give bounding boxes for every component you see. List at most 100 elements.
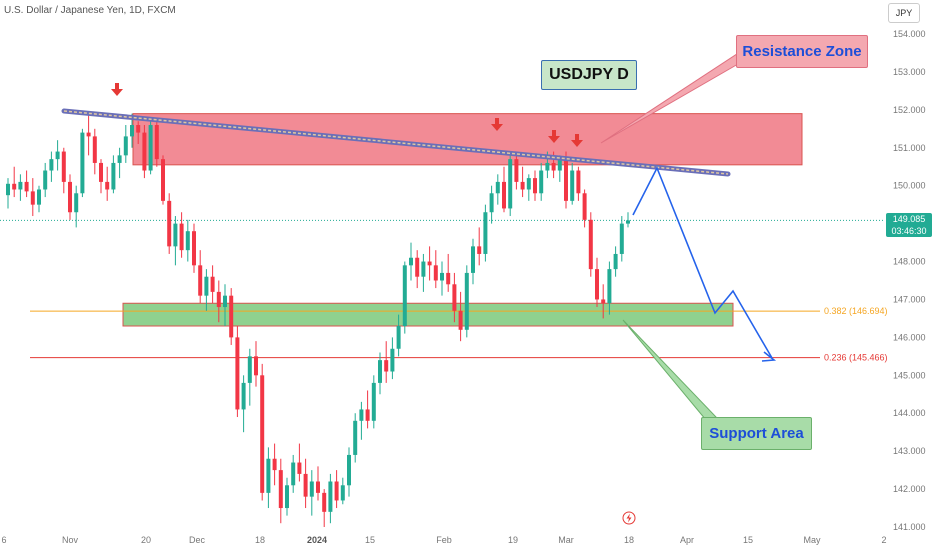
chart-header-title: U.S. Dollar / Japanese Yen, 1D, FXCM [4, 5, 176, 16]
candle [229, 288, 234, 345]
candle [80, 128, 85, 198]
candle [247, 348, 252, 406]
fib-level-label: 0.382 (146.694) [824, 306, 888, 316]
candle [185, 219, 190, 262]
down-arrow-marker [111, 83, 123, 96]
candle [309, 470, 314, 516]
candle [508, 151, 513, 217]
candle [167, 193, 172, 254]
candle [489, 185, 494, 224]
candles-layer [6, 113, 630, 527]
candle-body [291, 462, 296, 486]
x-tick-label: 15 [365, 535, 375, 545]
candle [588, 212, 593, 277]
candle-body [86, 132, 91, 137]
candle-body [241, 382, 246, 410]
candle-body [347, 454, 351, 486]
bar-countdown: 03:46:30 [891, 226, 927, 236]
candle [446, 253, 451, 292]
candle-body [384, 360, 389, 372]
candle-body [105, 181, 110, 190]
y-tick-label: 146.000 [893, 332, 926, 342]
candle-body [502, 181, 506, 209]
y-tick-label: 153.000 [893, 67, 926, 77]
candle-body [415, 257, 420, 277]
candle [173, 216, 178, 266]
down-arrow-marker [571, 134, 583, 147]
candle-body [18, 181, 23, 190]
lightning-icon[interactable] [622, 511, 636, 530]
candle-body [508, 159, 513, 209]
candle-body [12, 183, 17, 190]
candle [359, 401, 364, 440]
candle-body [55, 151, 60, 160]
candle [179, 212, 184, 258]
candle-body [61, 151, 66, 182]
candle [12, 166, 17, 198]
candle-body [464, 272, 469, 330]
candle [452, 272, 457, 323]
candle [254, 341, 258, 387]
candle [402, 261, 407, 334]
candle [235, 326, 240, 418]
candle-body [30, 191, 35, 205]
candle-body [198, 265, 203, 296]
overlays-layer [61, 51, 777, 421]
candle-body [37, 189, 41, 205]
candle [396, 314, 401, 357]
candle [99, 159, 103, 194]
candle-body [316, 481, 320, 493]
candle-body [148, 125, 153, 171]
candle-body [111, 162, 116, 190]
y-tick-label: 141.000 [893, 522, 926, 532]
y-tick-label: 144.000 [893, 408, 926, 418]
candle-body [334, 481, 339, 501]
y-tick-label: 145.000 [893, 370, 926, 380]
candle-body [247, 356, 252, 383]
candle [61, 147, 66, 194]
candle [24, 170, 29, 198]
currency-button[interactable]: JPY [888, 3, 920, 23]
candle-body [278, 470, 283, 509]
down-arrow-marker [548, 130, 560, 143]
candle-body [136, 125, 141, 133]
candle-body [452, 284, 457, 311]
candle-body [161, 159, 165, 201]
candle [148, 117, 153, 175]
candle [334, 470, 339, 509]
candle [161, 155, 165, 205]
candle-body [576, 170, 581, 194]
candle-body [557, 159, 562, 171]
candle [49, 151, 54, 182]
candle [464, 265, 469, 338]
candle [520, 166, 525, 198]
candle-body [68, 181, 72, 213]
candle [347, 447, 351, 497]
candle-body [365, 409, 370, 421]
candle-body [179, 223, 184, 251]
x-tick-label: Nov [62, 535, 79, 545]
candle [427, 246, 432, 281]
candle [30, 178, 35, 217]
candle-body [390, 348, 395, 372]
candle-body [204, 276, 209, 296]
candle-body [613, 253, 618, 270]
candle [458, 291, 463, 342]
x-tick-label: 2024 [307, 535, 327, 545]
candle-body [607, 269, 612, 304]
candle-body [340, 485, 345, 501]
candle [576, 166, 581, 201]
candle [154, 121, 159, 167]
candle [105, 166, 110, 201]
candle-body [483, 212, 488, 254]
x-tick-label: Apr [680, 535, 694, 545]
candle [415, 250, 420, 289]
candle [595, 257, 599, 308]
y-tick-label: 147.000 [893, 294, 926, 304]
candle-body [6, 183, 10, 196]
candle-body [564, 159, 568, 201]
candle [216, 280, 221, 323]
candle-body [495, 181, 500, 194]
candle [539, 162, 544, 201]
